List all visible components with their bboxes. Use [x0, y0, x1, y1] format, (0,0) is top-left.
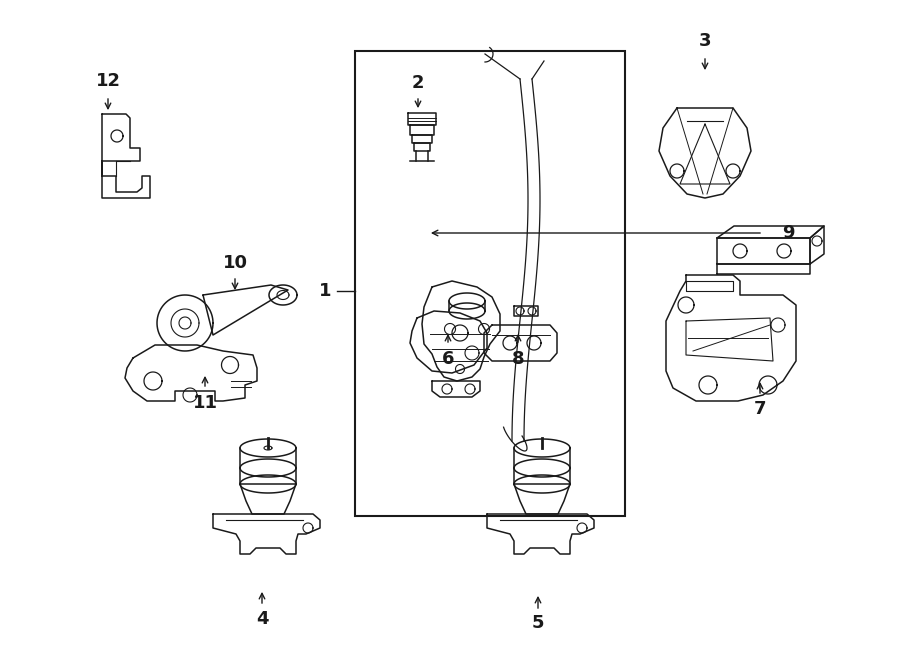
- Text: 6: 6: [442, 350, 454, 368]
- Text: 1: 1: [319, 282, 331, 300]
- Text: 3: 3: [698, 32, 711, 50]
- Text: 2: 2: [412, 74, 424, 92]
- Text: 4: 4: [256, 610, 268, 628]
- Bar: [355, 51, 625, 516]
- Text: 10: 10: [222, 254, 248, 272]
- Text: 5: 5: [532, 614, 544, 632]
- Text: 11: 11: [193, 394, 218, 412]
- Text: 12: 12: [95, 72, 121, 90]
- Text: 9: 9: [782, 224, 794, 242]
- Text: 7: 7: [754, 400, 766, 418]
- Text: 8: 8: [512, 350, 525, 368]
